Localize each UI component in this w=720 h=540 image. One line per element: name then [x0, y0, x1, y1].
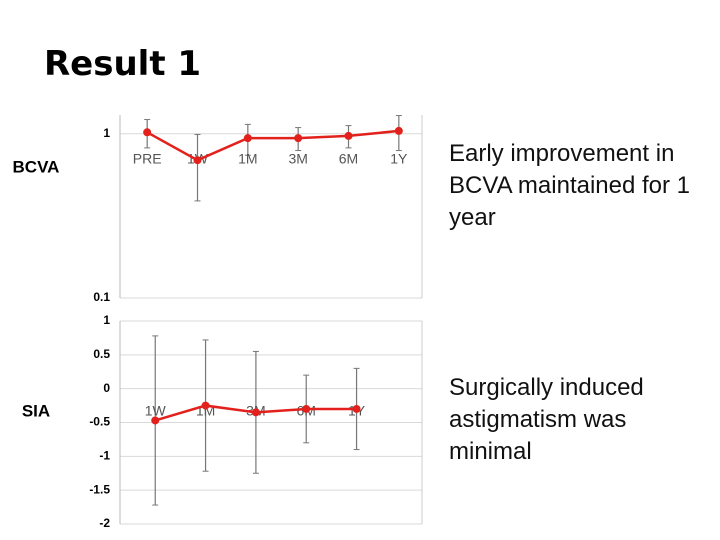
- line: [146, 129, 399, 162]
- y-axis-label: SIA: [22, 401, 50, 420]
- note: Early improvement in BCVA maintained for…: [449, 140, 691, 231]
- point: [193, 156, 202, 165]
- point: [344, 131, 353, 140]
- x-tick-label: 1Y: [390, 151, 408, 167]
- point: [251, 408, 260, 417]
- point: [143, 128, 152, 137]
- y-tick-label: -1: [99, 449, 110, 463]
- y-tick-label: 1: [103, 313, 110, 327]
- slide-title: Result 1: [44, 44, 202, 84]
- point: [243, 134, 252, 143]
- y-tick-label: -1.5: [89, 482, 110, 496]
- y-tick-label: -0.5: [89, 415, 110, 429]
- x-tick-label: 6M: [339, 151, 358, 167]
- y-axis-label: BCVA: [13, 157, 60, 176]
- x-tick-label: 3M: [288, 151, 307, 167]
- y-tick-label: -2: [99, 516, 110, 530]
- y-tick-label: 0.1: [93, 290, 110, 304]
- point: [294, 134, 303, 143]
- x-tick-label: PRE: [133, 151, 162, 167]
- y-tick-label: 1: [103, 126, 110, 140]
- point: [352, 404, 361, 413]
- point: [151, 416, 160, 425]
- point: [394, 126, 403, 135]
- y-tick-label: 0.5: [93, 347, 110, 361]
- point: [302, 404, 311, 413]
- x-tick-label: 1M: [238, 151, 257, 167]
- x-tick-label: 1W: [145, 403, 167, 419]
- point: [201, 401, 210, 410]
- y-tick-label: 0: [103, 381, 110, 395]
- note: Surgically induced astigmatism was minim…: [449, 374, 644, 465]
